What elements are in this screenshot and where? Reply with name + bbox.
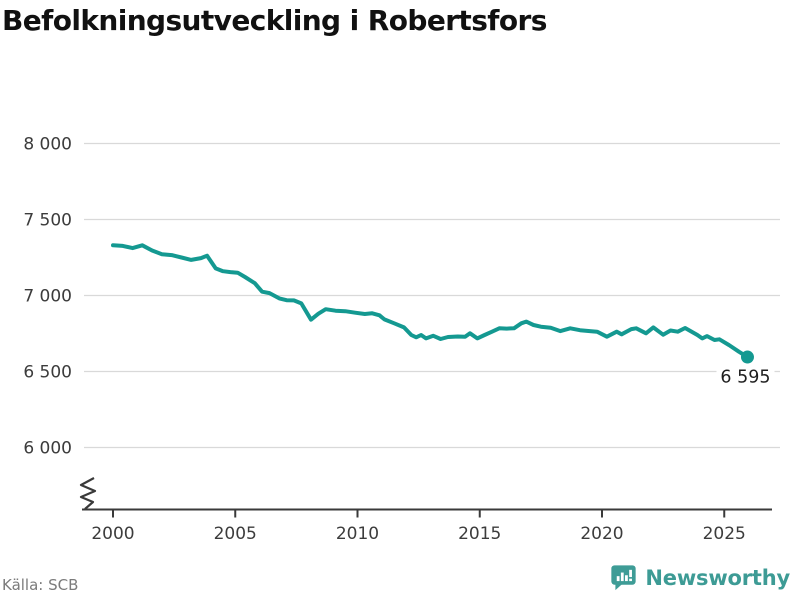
end-label-backdrop [716, 366, 775, 387]
y-tick-label: 7 500 [23, 211, 72, 231]
population-series-line [111, 243, 750, 360]
y-tick-label: 6 000 [23, 439, 72, 459]
end-value-label: 6 595 [720, 368, 770, 388]
x-tick-label: 2005 [214, 524, 257, 544]
x-tick-label: 2025 [703, 524, 746, 544]
y-tick-label: 6 500 [23, 363, 72, 383]
brand-name: Newsworthy [645, 565, 790, 590]
x-tick-label: 2010 [336, 524, 379, 544]
end-point-marker [740, 350, 754, 364]
newsworthy-bubble-chart-icon [611, 565, 637, 591]
population-line-chart: 8 000 7 500 7 000 6 500 6 000 2000 2005 2010 201… [23, 135, 780, 544]
axis-break-icon [79, 477, 97, 510]
newsworthy-logo[interactable]: Newsworthy [610, 564, 790, 591]
source-label: Källa: SCB [2, 576, 79, 594]
chart-title: Befolkningsutveckling i Robertsfors [2, 4, 547, 37]
x-tick-label: 2000 [91, 524, 134, 544]
y-tick-label: 7 000 [23, 287, 72, 307]
y-tick-label: 8 000 [23, 135, 72, 155]
x-tick-label: 2020 [580, 524, 623, 544]
x-tick-label: 2015 [458, 524, 501, 544]
